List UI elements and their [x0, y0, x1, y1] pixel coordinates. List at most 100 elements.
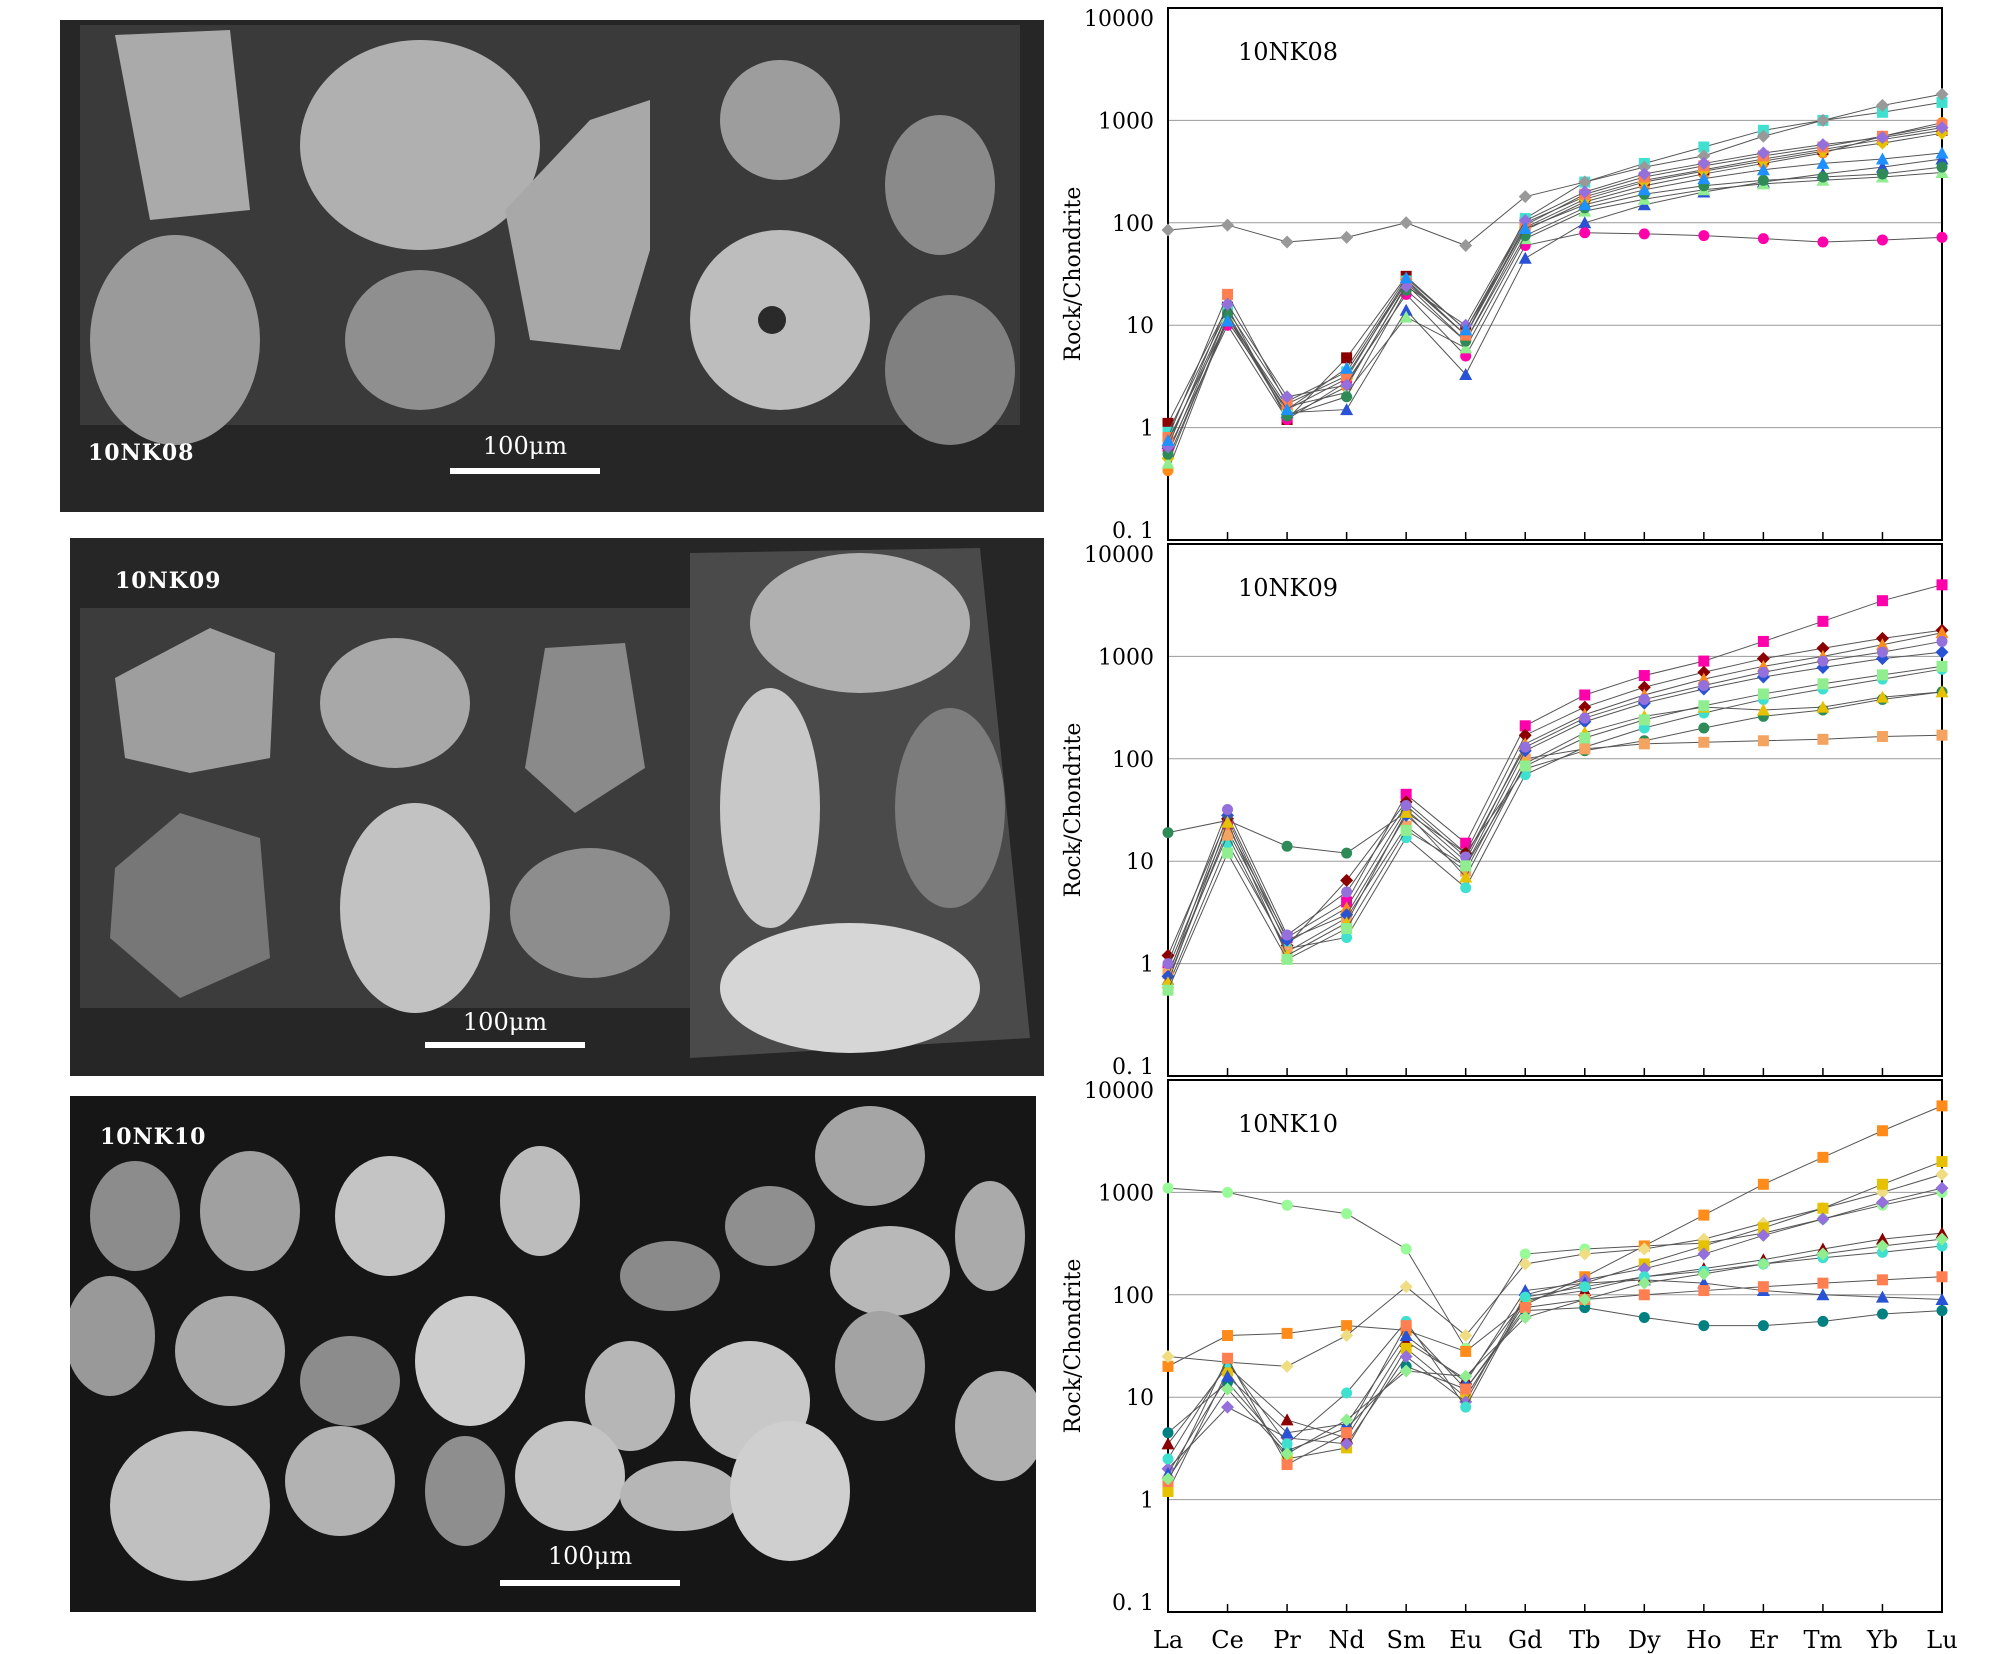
scale-bar [500, 1580, 680, 1586]
data-point [1459, 341, 1473, 354]
data-point [1222, 1352, 1234, 1364]
data-point [1340, 1437, 1354, 1451]
series-line [1167, 629, 1943, 956]
data-point [1936, 231, 1948, 243]
data-point [1936, 161, 1948, 173]
data-point [1936, 1271, 1948, 1283]
zircon-grains-10nk10 [70, 1106, 1036, 1581]
data-point [1161, 1472, 1175, 1486]
sample-label: 10NK08 [88, 440, 195, 466]
series-line [1167, 93, 1943, 247]
data-point [1281, 953, 1293, 965]
chart-title: 10NK08 [1238, 38, 1338, 66]
cl-image-panel-10nk09: 10NK09 100μm [70, 538, 1044, 1076]
data-point [1698, 655, 1710, 667]
data-point [1817, 171, 1829, 183]
data-point [1222, 1186, 1234, 1198]
data-point [1460, 860, 1472, 872]
data-point [1221, 297, 1235, 311]
data-point [1579, 743, 1591, 755]
data-point [1162, 958, 1174, 970]
data-point [1875, 1290, 1889, 1303]
x-tick-label: Dy [1628, 1626, 1661, 1654]
data-point [1875, 98, 1889, 112]
data-point [1519, 1248, 1531, 1260]
data-point [1698, 230, 1710, 242]
data-point [1459, 323, 1473, 336]
y-tick-label: 1000 [1098, 109, 1154, 134]
data-point [1637, 160, 1651, 174]
plot-frame [1167, 543, 1943, 1077]
data-point [1816, 1288, 1830, 1301]
data-point [1876, 1178, 1888, 1190]
data-point [1341, 1320, 1353, 1332]
data-point [1340, 873, 1354, 887]
data-point [1936, 660, 1948, 672]
data-point [1340, 378, 1354, 392]
data-point [1221, 1369, 1235, 1382]
data-point [1460, 851, 1472, 863]
x-tick-label: La [1153, 1626, 1183, 1654]
y-tick-label: 10 [1126, 1386, 1154, 1411]
data-point [1698, 700, 1710, 712]
plot-frame [1167, 1079, 1943, 1613]
data-point [1222, 829, 1234, 841]
data-point [1697, 156, 1711, 170]
data-point [1162, 1485, 1174, 1497]
data-point [1876, 1308, 1888, 1320]
data-point [1578, 1292, 1592, 1306]
series-line [1167, 1276, 1943, 1482]
data-point [1341, 352, 1353, 364]
data-point [1162, 827, 1174, 839]
data-point [1222, 1330, 1234, 1342]
data-point [1221, 1400, 1235, 1414]
data-point [1757, 635, 1769, 647]
data-point [1876, 731, 1888, 743]
data-point [1341, 923, 1353, 935]
data-point [1816, 641, 1830, 655]
data-point [1399, 1329, 1413, 1342]
data-point [1518, 221, 1532, 234]
data-point [1638, 670, 1650, 682]
data-point [1936, 729, 1948, 741]
data-point [1341, 391, 1353, 403]
x-tick-label: Ho [1686, 1626, 1721, 1654]
y-axis-label: Rock/Chondrite [1061, 187, 1086, 362]
data-point [1460, 1401, 1472, 1413]
x-tick-label: Er [1749, 1626, 1779, 1654]
data-point [1876, 1125, 1888, 1137]
series-line [1167, 122, 1943, 471]
data-point [1341, 886, 1353, 898]
data-point [1757, 1281, 1769, 1293]
data-point [1161, 223, 1175, 237]
data-point [1280, 1426, 1294, 1439]
data-point [1935, 685, 1949, 698]
scale-bar [425, 1042, 585, 1048]
series-line [1167, 734, 1943, 974]
data-point [1161, 1437, 1175, 1450]
y-tick-label: 10 [1126, 314, 1154, 339]
data-point [1280, 390, 1294, 404]
data-point [1518, 251, 1532, 264]
data-point [1579, 689, 1591, 701]
series-line [1167, 665, 1943, 991]
data-point [1162, 1360, 1174, 1372]
y-tick-label: 100 [1112, 212, 1154, 237]
data-point [1340, 1329, 1354, 1343]
data-point [1281, 929, 1293, 941]
data-point [1697, 149, 1711, 163]
data-point [1638, 714, 1650, 726]
data-point [1400, 1243, 1412, 1255]
data-point [1876, 168, 1888, 180]
data-point [1935, 87, 1949, 101]
data-point [1161, 433, 1175, 446]
data-point [1698, 722, 1710, 734]
data-point [1399, 303, 1413, 316]
data-point [1399, 1280, 1413, 1294]
y-axis-label: Rock/Chondrite [1061, 723, 1086, 898]
series-line [1167, 584, 1943, 969]
data-point [1698, 1285, 1710, 1297]
data-point [1341, 370, 1353, 382]
x-tick-label: Pr [1273, 1626, 1301, 1654]
data-point [1340, 1413, 1354, 1427]
